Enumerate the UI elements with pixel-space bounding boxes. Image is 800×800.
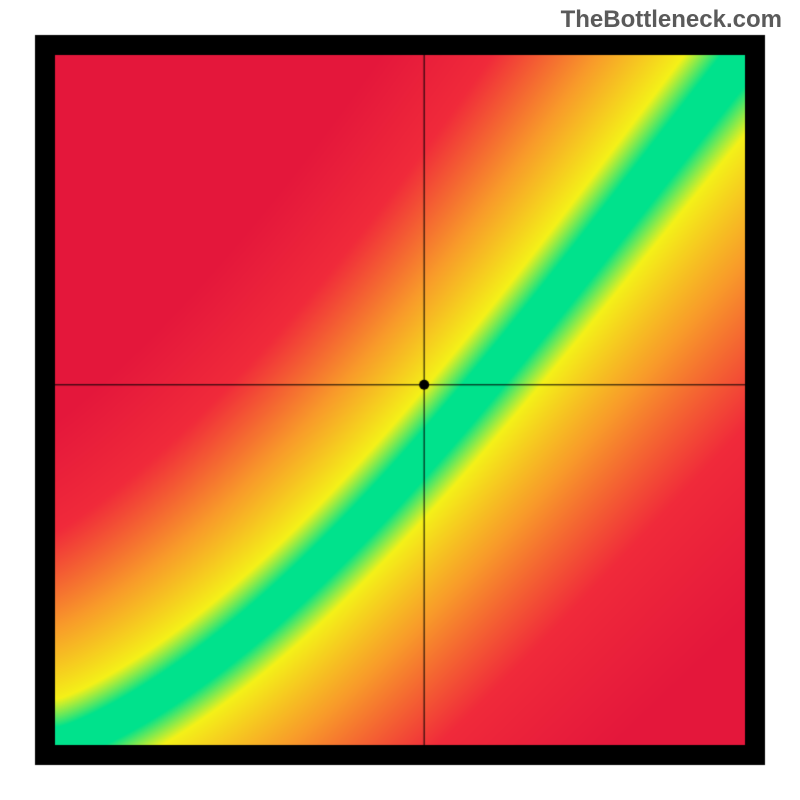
bottleneck-heatmap (0, 0, 800, 800)
watermark-text: TheBottleneck.com (561, 6, 782, 34)
chart-container: TheBottleneck.com (0, 0, 800, 800)
